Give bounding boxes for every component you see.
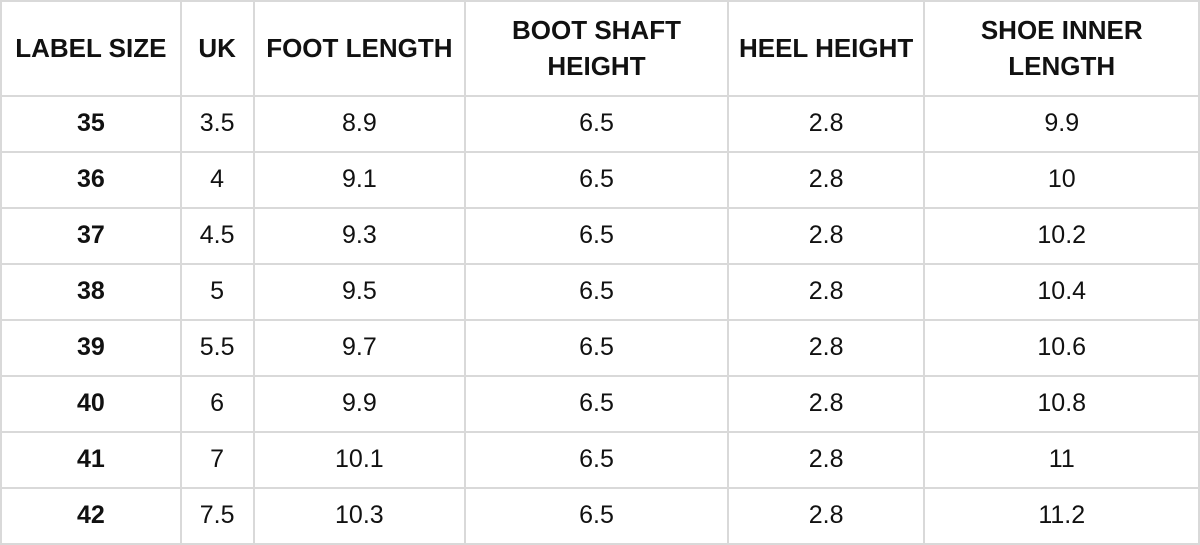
table-cell: 42: [0, 487, 182, 545]
table-cell: 2.8: [726, 151, 926, 209]
size-chart-header-row: LABEL SIZE UK FOOT LENGTH BOOT SHAFT HEIGHT…: [0, 0, 1200, 97]
table-cell: 41: [0, 431, 182, 489]
table-cell: 37: [0, 207, 182, 265]
table-cell: 9.7: [252, 319, 467, 377]
column-header: BOOT SHAFT HEIGHT: [464, 0, 729, 97]
column-header: HEEL HEIGHT: [726, 0, 926, 97]
table-cell: 10.2: [923, 207, 1200, 265]
table-cell: 2.8: [726, 319, 926, 377]
table-cell: 10.6: [923, 319, 1200, 377]
column-header: LABEL SIZE: [0, 0, 182, 97]
table-cell: 4.5: [179, 207, 255, 265]
table-cell: 8.9: [252, 95, 467, 153]
table-row: 40 6 9.9 6.5 2.8 10.8: [0, 375, 1200, 433]
table-cell: 10.1: [252, 431, 467, 489]
size-chart-body: 35 3.5 8.9 6.5 2.8 9.9 36 4 9.1 6.5 2.8 10 37 4.5 9.3 6…: [0, 95, 1200, 545]
table-cell: 6.5: [464, 431, 729, 489]
table-cell: 7: [179, 431, 255, 489]
table-cell: 9.3: [252, 207, 467, 265]
table-cell: 2.8: [726, 431, 926, 489]
table-cell: 5.5: [179, 319, 255, 377]
table-cell: 11: [923, 431, 1200, 489]
table-cell: 10.3: [252, 487, 467, 545]
table-cell: 10.4: [923, 263, 1200, 321]
table-row: 36 4 9.1 6.5 2.8 10: [0, 151, 1200, 209]
table-row: 41 7 10.1 6.5 2.8 11: [0, 431, 1200, 489]
table-row: 39 5.5 9.7 6.5 2.8 10.6: [0, 319, 1200, 377]
table-cell: 40: [0, 375, 182, 433]
table-cell: 2.8: [726, 487, 926, 545]
table-cell: 38: [0, 263, 182, 321]
table-cell: 6.5: [464, 319, 729, 377]
table-cell: 9.1: [252, 151, 467, 209]
column-header: UK: [179, 0, 255, 97]
column-header: SHOE INNER LENGTH: [923, 0, 1200, 97]
table-cell: 6.5: [464, 375, 729, 433]
table-cell: 10.8: [923, 375, 1200, 433]
table-cell: 2.8: [726, 95, 926, 153]
table-cell: 4: [179, 151, 255, 209]
table-cell: 2.8: [726, 207, 926, 265]
table-cell: 9.9: [923, 95, 1200, 153]
table-row: 38 5 9.5 6.5 2.8 10.4: [0, 263, 1200, 321]
table-cell: 7.5: [179, 487, 255, 545]
table-cell: 35: [0, 95, 182, 153]
table-cell: 3.5: [179, 95, 255, 153]
table-cell: 6.5: [464, 487, 729, 545]
table-cell: 6.5: [464, 151, 729, 209]
table-cell: 36: [0, 151, 182, 209]
table-cell: 9.5: [252, 263, 467, 321]
table-row: 42 7.5 10.3 6.5 2.8 11.2: [0, 487, 1200, 545]
table-cell: 11.2: [923, 487, 1200, 545]
column-header: FOOT LENGTH: [252, 0, 467, 97]
table-cell: 6.5: [464, 263, 729, 321]
table-row: LABEL SIZE UK FOOT LENGTH BOOT SHAFT HEIGHT…: [0, 0, 1200, 97]
table-cell: 6: [179, 375, 255, 433]
table-cell: 2.8: [726, 375, 926, 433]
table-row: 35 3.5 8.9 6.5 2.8 9.9: [0, 95, 1200, 153]
table-row: 37 4.5 9.3 6.5 2.8 10.2: [0, 207, 1200, 265]
table-cell: 6.5: [464, 207, 729, 265]
table-cell: 5: [179, 263, 255, 321]
table-cell: 39: [0, 319, 182, 377]
table-cell: 6.5: [464, 95, 729, 153]
table-cell: 2.8: [726, 263, 926, 321]
table-cell: 9.9: [252, 375, 467, 433]
table-cell: 10: [923, 151, 1200, 209]
